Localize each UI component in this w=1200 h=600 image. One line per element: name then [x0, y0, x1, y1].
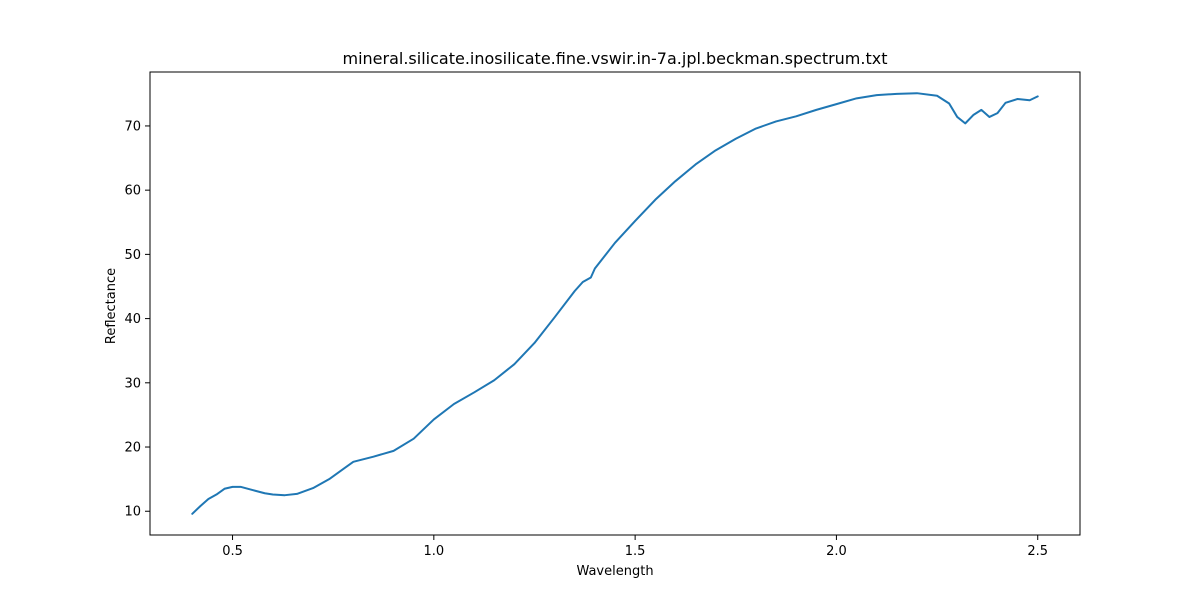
- y-tick-label-6: 70: [124, 119, 141, 134]
- plot-area: 0.5 1.0 1.5 2.0 2.5 10 20 30 40 50 60 70: [124, 71, 1081, 559]
- y-tick-label-1: 20: [124, 441, 141, 456]
- y-tick-label-2: 30: [124, 376, 141, 391]
- x-axis-title: Wavelength: [576, 564, 653, 579]
- y-axis-title: Reflectance: [104, 268, 119, 344]
- y-tick-label-5: 60: [124, 184, 141, 199]
- plot-frame: [149, 71, 1081, 536]
- chart-title: mineral.silicate.inosilicate.fine.vswir.…: [343, 49, 888, 68]
- x-tick-label-2: 1.5: [625, 544, 646, 559]
- y-tick-label-0: 10: [124, 505, 141, 520]
- x-tick-label-3: 2.0: [826, 544, 847, 559]
- x-tick-label-0: 0.5: [222, 544, 243, 559]
- series-line-0: [191, 92, 1039, 515]
- x-tick-label-4: 2.5: [1027, 544, 1048, 559]
- y-tick-label-4: 50: [124, 248, 141, 263]
- y-tick-label-3: 40: [124, 312, 141, 327]
- x-tick-label-1: 1.0: [423, 544, 444, 559]
